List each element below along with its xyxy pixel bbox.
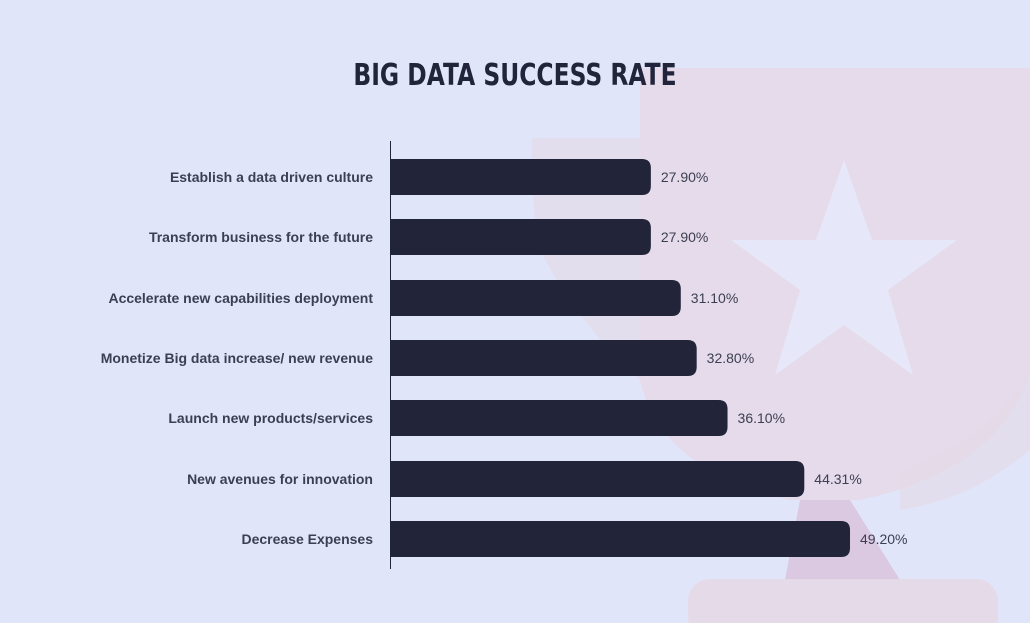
bar-monetize-big-data-increase-new-revenue <box>390 340 697 376</box>
value-label: 27.90% <box>661 169 708 185</box>
bar-transform-business-for-the-future <box>390 219 651 255</box>
category-label: Establish a data driven culture <box>170 169 373 185</box>
bar-launch-new-products-services <box>390 400 728 436</box>
category-label: New avenues for innovation <box>187 471 373 487</box>
category-label: Transform business for the future <box>149 229 373 245</box>
value-label: 36.10% <box>738 410 785 426</box>
bar-establish-a-data-driven-culture <box>390 159 651 195</box>
value-label: 49.20% <box>860 531 907 547</box>
category-label: Launch new products/services <box>168 410 373 426</box>
trophy-right-handle <box>900 372 1030 510</box>
value-label: 44.31% <box>814 471 861 487</box>
bar-new-avenues-for-innovation <box>390 461 805 497</box>
category-label: Accelerate new capabilities deployment <box>108 290 373 306</box>
bars-group: Establish a data driven culture 27.90% Tra… <box>101 159 908 557</box>
value-label: 31.10% <box>691 290 738 306</box>
category-label: Decrease Expenses <box>241 531 373 547</box>
star-icon <box>731 160 957 375</box>
value-label: 27.90% <box>661 229 708 245</box>
trophy-left-handle <box>531 138 640 380</box>
value-label: 32.80% <box>707 350 754 366</box>
category-label: Monetize Big data increase/ new revenue <box>101 350 374 366</box>
bar-decrease-expenses <box>390 521 851 557</box>
chart-title: BIG DATA SUCCESS RATE <box>353 58 677 93</box>
trophy-base <box>688 579 998 623</box>
bar-accelerate-new-capabilities-deployment <box>390 280 681 316</box>
